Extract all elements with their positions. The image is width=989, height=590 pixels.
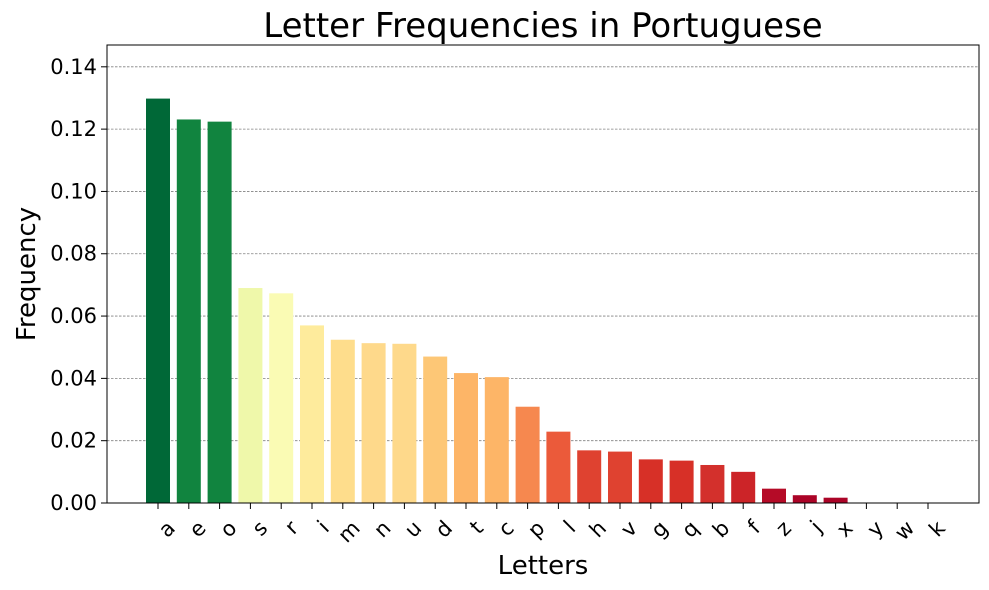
y-tick-label: 0.12 [50,117,97,141]
x-tick-label-p: p [523,516,549,542]
x-tick-label-t: t [465,516,488,539]
y-axis-ticks: 0.00 0.02 0.04 0.06 0.08 0.10 0.12 0.14 [50,55,107,515]
bar-t [454,373,478,503]
bar-b [700,464,725,503]
y-tick-label: 0.00 [50,491,97,515]
x-tick-label-e: e [185,516,211,542]
bar-s [238,288,263,503]
y-tick-label: 0.02 [50,429,97,453]
bar-a [146,98,170,504]
x-tick-label-z: z [771,516,796,541]
y-tick-label: 0.08 [50,242,97,266]
x-tick-label-y: y [863,516,889,542]
bar-z [762,488,786,503]
x-tick-label-l: l [559,516,580,537]
bar-e [176,119,201,504]
grid-lines [107,66,979,442]
x-tick-label-d: d [431,516,457,542]
x-tick-label-u: u [400,516,426,542]
x-tick-label-k: k [924,515,950,541]
bar-n [361,343,386,503]
x-tick-label-s: s [248,516,273,541]
bar-q [669,460,694,503]
bar-h [577,450,602,503]
bar-c [484,377,509,503]
x-tick-label-v: v [616,516,642,542]
x-tick-label-c: c [494,516,519,541]
bar-o [207,121,232,503]
x-axis-title: Letters [498,551,589,581]
bar-i [300,325,324,503]
bar-j [792,495,817,503]
plot-frame [106,44,980,504]
bar-x [823,497,848,503]
x-tick-label-q: q [677,516,703,542]
bar-v [608,451,632,503]
bar-l [546,431,571,503]
bar-d [423,356,448,503]
x-tick-label-a: a [154,516,180,542]
bar-m [330,339,355,503]
x-tick-label-o: o [215,516,241,542]
x-tick-label-b: b [708,516,734,542]
x-tick-label-g: g [646,516,672,542]
chart-title: Letter Frequencies in Portuguese [263,6,822,46]
x-tick-label-r: r [280,516,303,539]
x-tick-label-x: x [832,516,858,542]
y-tick-label: 0.06 [50,304,97,328]
bars [146,98,848,504]
bar-g [638,459,663,503]
bar-u [392,343,417,503]
x-tick-label-m: m [333,516,364,547]
x-tick-label-i: i [313,516,334,537]
y-tick-label: 0.04 [50,366,97,390]
y-tick-label: 0.10 [50,179,97,203]
bar-p [515,406,540,503]
x-tick-label-j: j [805,516,827,538]
x-tick-label-n: n [369,516,395,542]
y-tick-label: 0.14 [50,55,97,79]
x-tick-label-f: f [743,516,766,539]
x-tick-label-w: w [890,516,919,545]
y-axis-title: Frequency [12,207,42,341]
bar-r [269,293,294,503]
x-tick-label-h: h [585,516,611,542]
bar-f [731,471,756,503]
